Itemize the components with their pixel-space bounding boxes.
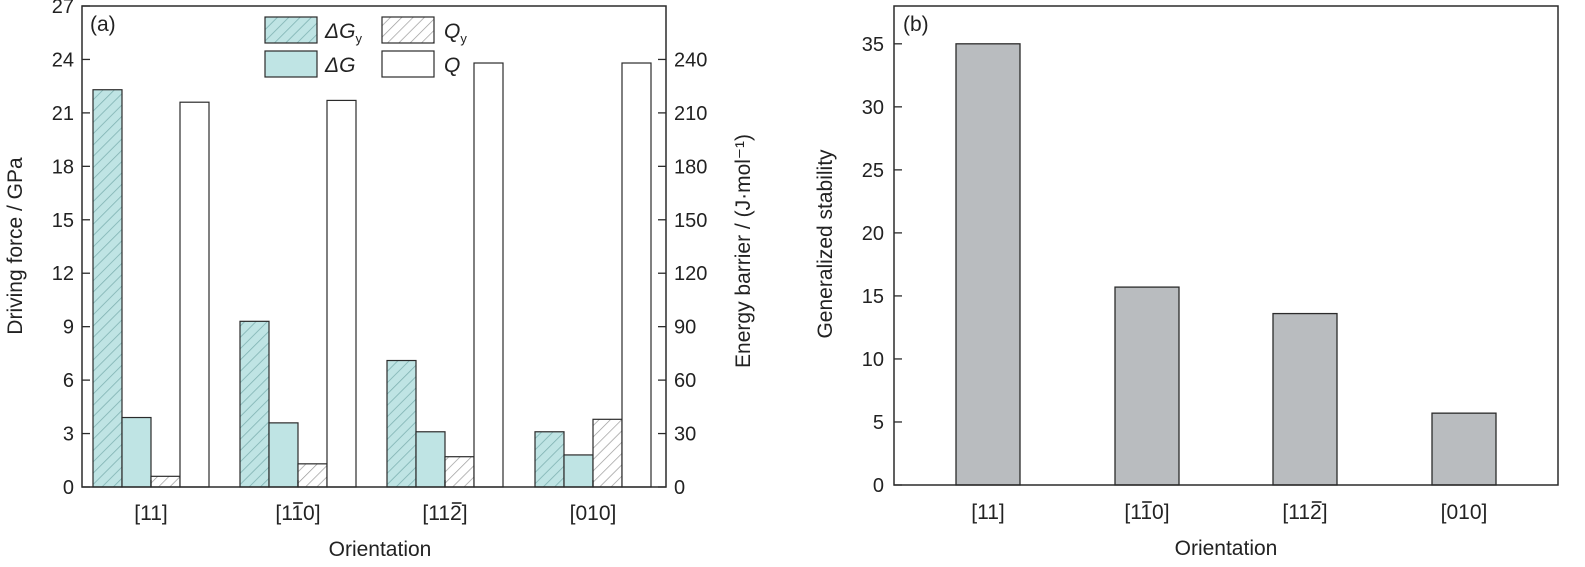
left-y-tick-label: 21 [52,103,74,125]
panel-a-bars [92,62,652,488]
legend-label-dgy: ΔGy [324,20,362,46]
panel-b-frame [893,5,1559,486]
right-y-tick-label: 90 [674,317,696,339]
b-y-tick-label: 0 [873,475,884,497]
panel-b-x-axis-title: Orientation [1175,537,1278,560]
right-y-tick-label: 60 [674,370,696,392]
bar-dg [268,422,299,488]
left-y-tick-label: 0 [63,477,74,499]
bar-dg [121,416,152,488]
legend-label-q: Q [444,54,460,77]
bar-dgy [386,359,417,488]
b-y-tick-label: 10 [862,349,884,371]
b-x-tick-label: [010] [1441,501,1488,524]
x-tick-label: [11] [134,502,167,525]
right-y-tick-label: 150 [674,210,707,232]
stability-bar [1114,286,1180,486]
bar-qy [150,475,181,488]
legend-swatch-dgy [264,16,318,44]
right-y-tick-label: 240 [674,49,707,71]
b-y-tick-label: 35 [862,34,884,56]
panel-a-y-axis-title-right: Energy barrier / (J·mol⁻¹) [732,134,755,368]
panel-a-label: (a) [90,13,116,36]
panel-a-frame [81,5,667,488]
x-tick-label: [110] [275,502,320,525]
legend-label-dg: ΔG [324,54,355,77]
bar-qy [297,463,328,488]
x-tick-label: [112] [422,502,467,525]
stability-bar [1272,312,1338,486]
legend-label-qy: Qy [444,20,467,46]
b-y-tick-label: 25 [862,160,884,182]
stability-bar [955,43,1021,486]
bar-q [473,62,504,488]
left-y-tick-label: 12 [52,263,74,285]
left-y-tick-label: 18 [52,156,74,178]
stability-bar [1431,412,1497,486]
panel-a-x-axis-title: Orientation [329,538,432,561]
panel-b-label: (b) [903,13,929,36]
right-y-tick-label: 0 [674,477,685,499]
panel-b: 0 5 10 15 20 25 30 35 (b) [11] [110] [112] [010] O… [814,5,1559,560]
bar-qy [592,418,623,488]
legend-swatch-qy [381,16,435,44]
right-y-tick-label: 210 [674,103,707,125]
panel-b-ticks: 0 5 10 15 20 25 30 35 [862,34,902,497]
b-x-tick-label: [112] [1282,501,1327,524]
left-y-tick-label: 9 [63,317,74,339]
left-y-tick-label: 6 [63,370,74,392]
panel-a-ticks: 0 3 6 9 12 15 18 21 24 27 0 30 60 90 120 150 180 210 240 [52,0,708,499]
panel-a-x-tick-labels: [11] [110] [112] [010] [134,480,616,525]
panel-a: 0 3 6 9 12 15 18 21 24 27 0 30 60 90 120 150 180 210 240 (… [4,0,755,561]
bar-qy [444,456,475,488]
b-y-tick-label: 20 [862,223,884,245]
panel-b-bars [955,43,1497,486]
panel-b-y-axis-title: Generalized stability [814,149,837,339]
legend-swatch-q [381,50,435,78]
legend-swatch-dg [264,50,318,78]
b-x-tick-label: [11] [971,501,1004,524]
b-y-tick-label: 15 [862,286,884,308]
right-y-tick-label: 180 [674,156,707,178]
bar-dgy [534,431,565,488]
left-y-tick-label: 24 [52,49,74,71]
left-y-tick-label: 15 [52,210,74,232]
b-y-tick-label: 5 [873,412,884,434]
b-y-tick-label: 30 [862,97,884,119]
right-y-tick-label: 30 [674,424,696,446]
right-y-tick-label: 120 [674,263,707,285]
bar-dgy [92,89,123,488]
left-y-tick-label: 3 [63,424,74,446]
bar-dgy [239,320,270,488]
left-y-tick-label: 27 [52,0,74,18]
panel-a-y-axis-title-left: Driving force / GPa [4,157,27,335]
bar-q [179,101,210,488]
bar-dg [563,454,594,488]
panel-b-x-tick-labels: [11] [110] [112] [010] [971,501,1487,524]
bar-q [621,62,652,488]
x-tick-label: [010] [570,502,617,525]
bar-q [326,99,357,488]
b-x-tick-label: [110] [1124,501,1169,524]
panel-a-legend: ΔGy ΔG Qy Q [264,16,467,78]
bar-dg [415,431,446,488]
